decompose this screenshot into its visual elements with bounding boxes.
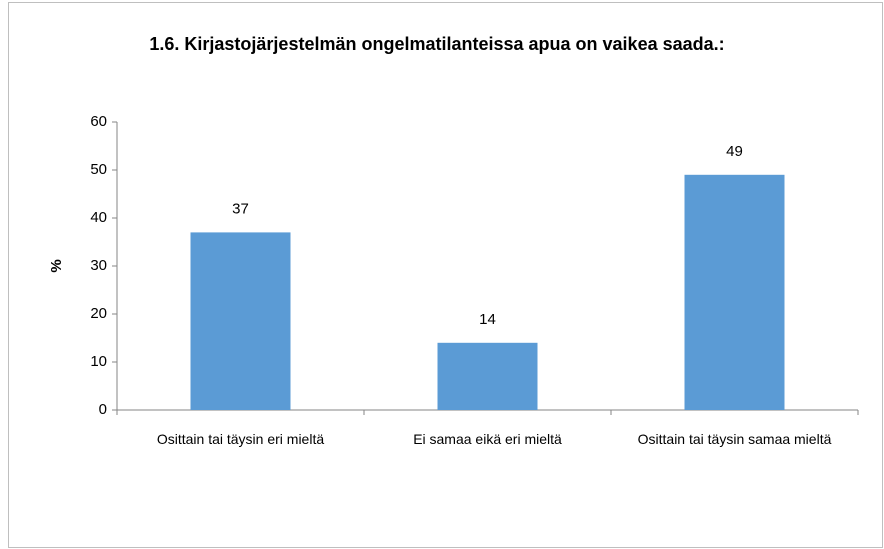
x-tick-label: Ei samaa eikä eri mieltä (413, 431, 562, 447)
x-tick-label: Osittain tai täysin eri mieltä (156, 431, 325, 447)
data-label: 37 (232, 200, 249, 217)
chart-title: 1.6. Kirjastojärjestelmän ongelmatilante… (149, 34, 725, 54)
chart-border (8, 2, 883, 548)
y-tick-label: 30 (90, 257, 107, 274)
x-tick-label: Osittain tai täysin samaa mieltä (637, 431, 832, 447)
bar (437, 342, 538, 410)
y-tick-label: 50 (90, 161, 107, 178)
bar (190, 232, 291, 410)
data-label: 49 (726, 143, 743, 160)
y-tick-label: 60 (90, 113, 107, 130)
data-label: 14 (479, 311, 496, 328)
y-tick-label: 10 (90, 353, 107, 370)
y-tick-label: 0 (99, 401, 107, 418)
bar (684, 174, 785, 410)
y-tick-label: 20 (90, 305, 107, 322)
y-axis-label: % (48, 259, 65, 272)
y-tick-label: 40 (90, 209, 107, 226)
